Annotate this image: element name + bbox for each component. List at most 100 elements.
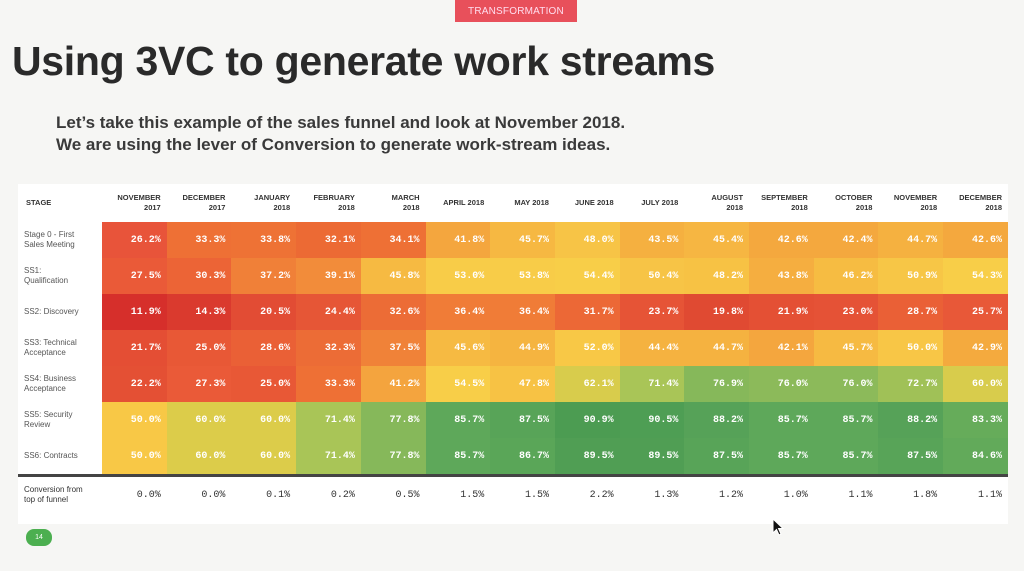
heatmap-cell: 34.1%	[360, 222, 426, 258]
conversion-cell: 2.2%	[554, 474, 620, 513]
stage-label-line: Qualification	[24, 276, 69, 285]
heatmap-cell: 20.5%	[231, 294, 297, 330]
heatmap-cell: 41.2%	[360, 366, 426, 402]
heatmap-cell: 43.8%	[749, 258, 814, 294]
heatmap-cell: 27.5%	[102, 258, 167, 294]
column-header-line: DECEMBER	[959, 193, 1002, 202]
heatmap-cell: 43.5%	[619, 222, 685, 258]
heatmap-cell: 84.6%	[943, 438, 1008, 476]
heatmap-cell: 87.5%	[878, 438, 944, 476]
heatmap-cell: 60.0%	[231, 402, 297, 438]
stage-label: SS5: Security Review	[18, 402, 103, 438]
column-header-stage: STAGE	[18, 184, 102, 222]
column-header-line: 2018	[273, 203, 291, 212]
column-header-line: JULY 2018	[641, 198, 679, 207]
table-row: SS5: Security Review 50.0% 60.0% 60.0% 71.4% 7…	[18, 402, 1008, 438]
column-header-line: NOVEMBER	[117, 193, 161, 202]
heatmap-cell: 88.2%	[878, 402, 944, 438]
column-header-month: JUNE 2018	[555, 184, 620, 222]
heatmap-cell: 90.9%	[554, 402, 620, 438]
heatmap-cell: 87.5%	[684, 438, 750, 476]
heatmap-cell: 45.7%	[490, 222, 555, 258]
heatmap-cell: 85.7%	[425, 438, 491, 476]
heatmap-cell: 71.4%	[296, 402, 361, 438]
heatmap-cell: 60.0%	[231, 438, 297, 476]
heatmap-cell: 77.8%	[360, 402, 426, 438]
stage-label-line: Sales Meeting	[24, 240, 75, 249]
heatmap-cell: 25.0%	[166, 330, 232, 366]
heatmap-cell: 32.3%	[296, 330, 361, 366]
heatmap-cell: 42.6%	[749, 222, 814, 258]
heatmap-cell: 62.1%	[554, 366, 620, 402]
heatmap-cell: 36.4%	[425, 294, 491, 330]
column-header-line: 2018	[855, 203, 873, 212]
heatmap-cell: 42.4%	[813, 222, 879, 258]
column-header-line: STAGE	[26, 198, 52, 207]
heatmap-cell: 48.2%	[684, 258, 750, 294]
heatmap-cell: 88.2%	[684, 402, 750, 438]
column-header-month: DECEMBER 2018	[943, 184, 1008, 222]
column-header-month: JANUARY 2018	[231, 184, 296, 222]
column-header-line: APRIL 2018	[443, 198, 485, 207]
conversion-label-line: Conversion from	[24, 485, 83, 494]
stage-label-line: Acceptance	[24, 384, 66, 393]
heatmap-cell: 71.4%	[619, 366, 685, 402]
conversion-cell: 1.3%	[619, 474, 685, 513]
heatmap-cell: 85.7%	[425, 402, 491, 438]
heatmap-cell: 22.2%	[102, 366, 167, 402]
heatmap-cell: 21.7%	[102, 330, 167, 366]
subtitle-line-2: We are using the lever of Conversion to …	[56, 135, 611, 154]
heatmap-cell: 23.0%	[813, 294, 879, 330]
column-header-line: 2018	[985, 203, 1002, 212]
column-header-month: MAY 2018	[490, 184, 555, 222]
heatmap-cell: 48.0%	[554, 222, 620, 258]
heatmap-cell: 85.7%	[749, 402, 814, 438]
heatmap-cell: 44.9%	[490, 330, 555, 366]
funnel-heatmap-table: STAGE NOVEMBER 2017 DECEMBER 2017 JANUARY 2018…	[18, 184, 1008, 524]
column-header-month: SEPTEMBER 2018	[749, 184, 814, 222]
column-header-month: APRIL 2018	[426, 184, 491, 222]
column-header-line: 2018	[791, 203, 808, 212]
stage-label-line: SS1:	[24, 266, 42, 275]
heatmap-cell: 14.3%	[166, 294, 232, 330]
heatmap-cell: 39.1%	[296, 258, 361, 294]
heatmap-cell: 60.0%	[166, 438, 232, 476]
heatmap-cell: 60.0%	[943, 366, 1008, 402]
column-header-line: JUNE 2018	[574, 198, 614, 207]
heatmap-cell: 28.7%	[878, 294, 944, 330]
heatmap-cell: 31.7%	[554, 294, 620, 330]
conversion-cell: 0.0%	[166, 474, 232, 513]
heatmap-cell: 44.7%	[684, 330, 750, 366]
heatmap-cell: 21.9%	[749, 294, 814, 330]
conversion-cell: 0.0%	[102, 474, 167, 513]
heatmap-cell: 53.8%	[490, 258, 555, 294]
heatmap-cell: 41.8%	[425, 222, 491, 258]
heatmap-cell: 47.8%	[490, 366, 555, 402]
heatmap-cell: 27.3%	[166, 366, 232, 402]
column-header-line: 2018	[338, 203, 355, 212]
heatmap-cell: 44.4%	[619, 330, 685, 366]
column-header-line: DECEMBER	[182, 193, 226, 202]
heatmap-cell: 85.7%	[813, 438, 879, 476]
heatmap-cell: 37.5%	[360, 330, 426, 366]
column-header-line: OCTOBER	[835, 193, 873, 202]
stage-label: SS2: Discovery	[18, 294, 103, 330]
heatmap-cell: 89.5%	[619, 438, 685, 476]
heatmap-cell: 36.4%	[490, 294, 555, 330]
stage-label: SS1: Qualification	[18, 258, 103, 294]
stage-label: SS3: Technical Acceptance	[18, 330, 103, 366]
heatmap-cell: 76.9%	[684, 366, 750, 402]
stage-label-line: SS3: Technical	[24, 338, 77, 347]
heatmap-cell: 60.0%	[166, 402, 232, 438]
heatmap-cell: 50.4%	[619, 258, 685, 294]
heatmap-cell: 33.3%	[296, 366, 361, 402]
stage-label: SS6: Contracts	[18, 438, 103, 476]
heatmap-cell: 83.3%	[943, 402, 1008, 438]
heatmap-cell: 54.3%	[943, 258, 1008, 294]
heatmap-cell: 50.0%	[102, 402, 167, 438]
column-header-line: SEPTEMBER	[761, 193, 808, 202]
table-row: SS2: Discovery 11.9% 14.3% 20.5% 24.4% 32.6% 3…	[18, 294, 1008, 330]
heatmap-cell: 50.0%	[878, 330, 944, 366]
section-tag: TRANSFORMATION	[455, 0, 577, 22]
heatmap-cell: 45.6%	[425, 330, 491, 366]
